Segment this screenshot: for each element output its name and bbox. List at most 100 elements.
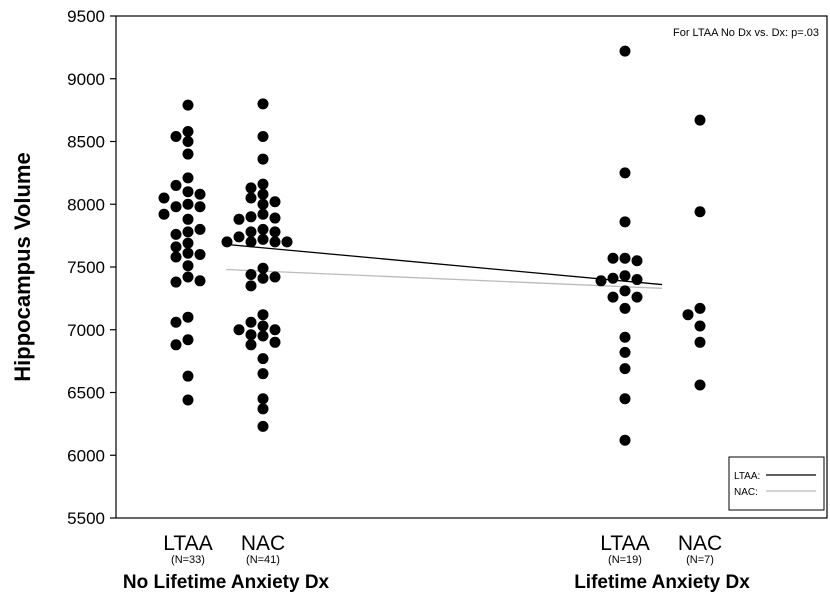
data-point bbox=[257, 223, 269, 235]
y-axis: 5500 6000 6500 7000 7500 8000 8500 9000 9500 bbox=[67, 7, 116, 528]
data-point bbox=[170, 201, 182, 213]
data-point bbox=[182, 172, 194, 184]
data-point bbox=[257, 368, 269, 380]
legend-label: NAC: bbox=[734, 487, 758, 498]
data-point bbox=[158, 192, 170, 204]
y-tick-label: 9000 bbox=[67, 70, 105, 89]
data-point bbox=[281, 236, 293, 248]
data-point bbox=[194, 275, 206, 287]
data-point bbox=[170, 276, 182, 288]
data-point bbox=[257, 320, 269, 332]
data-point bbox=[257, 208, 269, 220]
data-point bbox=[233, 324, 245, 336]
data-point bbox=[170, 241, 182, 253]
y-tick-label: 9500 bbox=[67, 7, 105, 26]
data-point bbox=[182, 198, 194, 210]
data-point bbox=[182, 271, 194, 283]
category-label: LTAA bbox=[163, 532, 212, 555]
y-tick-label: 8500 bbox=[67, 133, 105, 152]
data-point bbox=[694, 336, 706, 348]
data-point bbox=[595, 275, 607, 287]
data-point bbox=[619, 285, 631, 297]
data-point bbox=[269, 196, 281, 208]
data-point bbox=[257, 198, 269, 210]
data-point bbox=[631, 255, 643, 267]
data-point bbox=[194, 201, 206, 213]
data-point bbox=[269, 226, 281, 238]
data-point bbox=[182, 125, 194, 137]
data-point bbox=[194, 188, 206, 200]
data-point bbox=[257, 420, 269, 432]
data-point bbox=[619, 270, 631, 282]
data-point bbox=[619, 252, 631, 264]
category-n-label: (N=19) bbox=[608, 554, 642, 566]
data-point bbox=[233, 213, 245, 225]
data-point bbox=[182, 226, 194, 238]
data-point bbox=[619, 393, 631, 405]
data-point bbox=[269, 212, 281, 224]
data-point bbox=[170, 251, 182, 263]
data-point bbox=[257, 188, 269, 200]
data-point bbox=[182, 99, 194, 111]
group-label: Lifetime Anxiety Dx bbox=[574, 572, 750, 593]
data-point bbox=[607, 252, 619, 264]
significance-annotation: For LTAA No Dx vs. Dx: p=.03 bbox=[673, 27, 819, 39]
data-point bbox=[257, 178, 269, 190]
data-point bbox=[182, 213, 194, 225]
data-point bbox=[245, 192, 257, 204]
data-point bbox=[619, 331, 631, 343]
mean-line-nac bbox=[225, 268, 663, 289]
data-point bbox=[619, 216, 631, 228]
category-label: NAC bbox=[678, 532, 722, 555]
data-point bbox=[194, 248, 206, 260]
data-point bbox=[245, 211, 257, 223]
category-n-label: (N=33) bbox=[171, 554, 205, 566]
legend-box bbox=[728, 456, 825, 511]
data-point bbox=[194, 223, 206, 235]
data-point bbox=[182, 334, 194, 346]
data-point bbox=[158, 208, 170, 220]
data-point bbox=[182, 136, 194, 147]
data-point bbox=[170, 339, 182, 351]
y-tick-label: 7500 bbox=[67, 258, 105, 277]
data-point bbox=[233, 231, 245, 243]
data-point bbox=[221, 236, 233, 248]
data-point bbox=[257, 262, 269, 274]
data-point bbox=[694, 206, 706, 218]
data-point bbox=[269, 336, 281, 348]
data-point bbox=[257, 353, 269, 365]
data-point bbox=[631, 274, 643, 286]
data-point bbox=[245, 236, 257, 248]
legend-label: LTAA: bbox=[734, 471, 760, 482]
data-point bbox=[257, 98, 269, 110]
data-point bbox=[257, 272, 269, 284]
data-point bbox=[607, 291, 619, 303]
y-tick-label: 8000 bbox=[67, 195, 105, 214]
mean-line-ltaa bbox=[225, 243, 663, 286]
data-point bbox=[619, 346, 631, 358]
category-n-label: (N=7) bbox=[686, 554, 714, 566]
data-point bbox=[257, 130, 269, 142]
data-point bbox=[182, 370, 194, 382]
data-point bbox=[245, 339, 257, 351]
data-point bbox=[694, 114, 706, 126]
data-point bbox=[245, 182, 257, 194]
data-point bbox=[269, 271, 281, 283]
y-tick-label: 5500 bbox=[67, 509, 105, 528]
data-point bbox=[619, 434, 631, 446]
data-point bbox=[182, 186, 194, 198]
data-point bbox=[182, 148, 194, 160]
y-tick-label: 7000 bbox=[67, 321, 105, 340]
data-point bbox=[682, 309, 694, 321]
data-point bbox=[182, 311, 194, 323]
mean-lines bbox=[225, 243, 663, 289]
y-tick-label: 6500 bbox=[67, 384, 105, 403]
data-point bbox=[619, 302, 631, 314]
data-point bbox=[170, 179, 182, 191]
data-point bbox=[619, 363, 631, 375]
data-point bbox=[269, 324, 281, 336]
data-point bbox=[257, 153, 269, 165]
data-point bbox=[694, 379, 706, 391]
data-point bbox=[694, 320, 706, 332]
